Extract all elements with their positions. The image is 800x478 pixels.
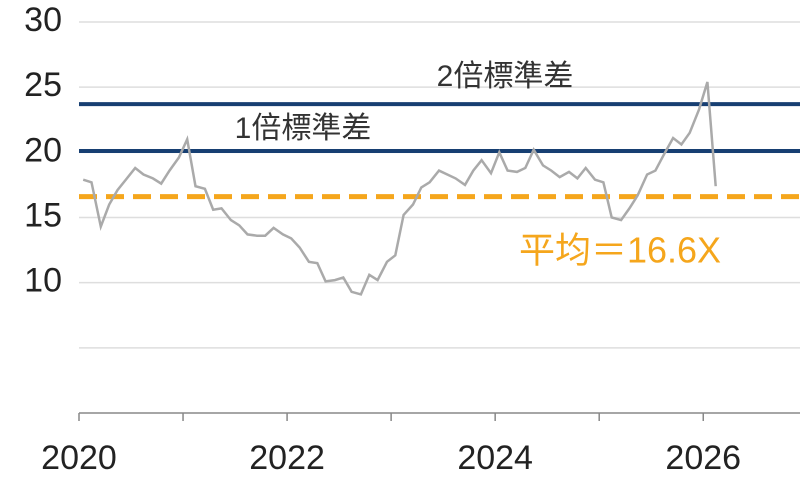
series-line xyxy=(82,81,717,296)
y-tick-label: 15 xyxy=(24,196,62,234)
reference-label: 1倍標準差 xyxy=(235,112,372,145)
x-tick-label: 2020 xyxy=(41,439,117,477)
y-tick-label: 10 xyxy=(24,262,62,300)
y-tick-label: 30 xyxy=(24,1,62,39)
reference-label: 平均＝16.6X xyxy=(519,230,721,271)
reference-label: 2倍標準差 xyxy=(437,60,574,93)
x-tick-label: 2022 xyxy=(249,439,325,477)
y-tick-label: 20 xyxy=(24,131,62,169)
y-tick-label: 25 xyxy=(24,66,62,104)
x-tick-label: 2026 xyxy=(665,439,741,477)
x-tick-label: 2024 xyxy=(457,439,533,477)
